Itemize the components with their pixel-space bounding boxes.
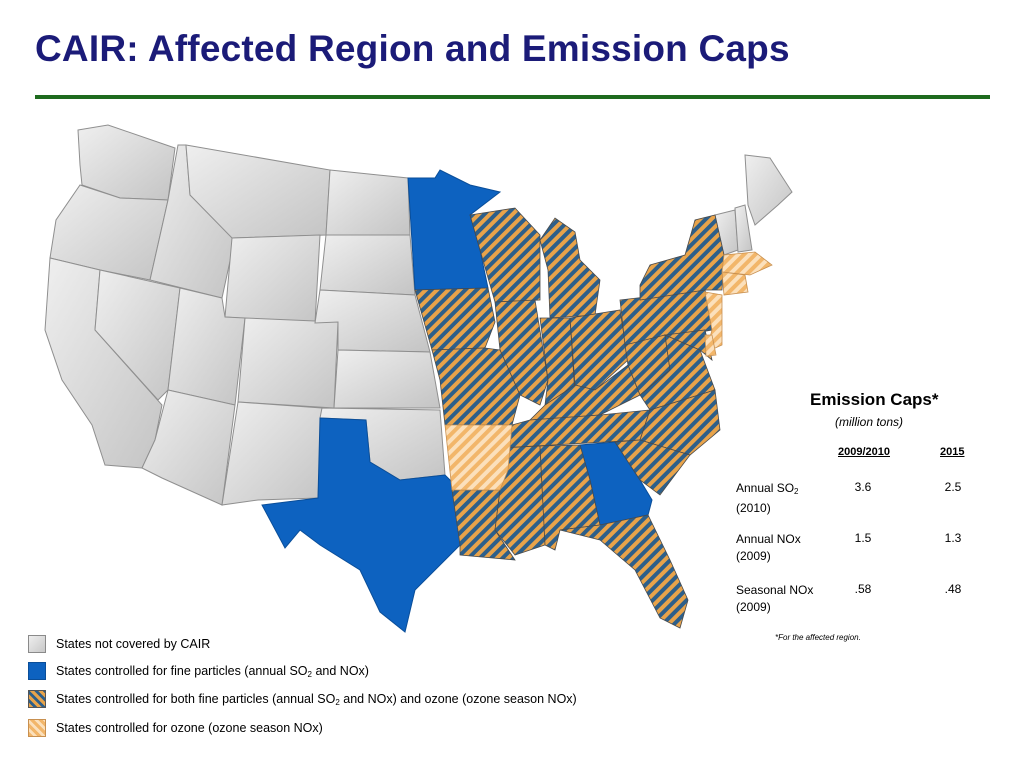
state-texas xyxy=(261,417,461,633)
legend-swatch-grey xyxy=(28,635,46,653)
legend-item-both: States controlled for both fine particle… xyxy=(28,689,577,709)
legend-item-fine-particles: States controlled for fine particles (an… xyxy=(28,661,369,681)
state-new-york xyxy=(639,214,725,301)
cell-so2-2009-2010: 3.6 xyxy=(854,480,872,494)
state-wyoming xyxy=(224,234,321,324)
legend-item-not-covered: States not covered by CAIR xyxy=(28,634,210,654)
state-florida xyxy=(559,514,689,629)
legend-label: States controlled for ozone (ozone seaso… xyxy=(56,721,323,735)
row-label-annual-nox: Annual NOx (2009) xyxy=(736,532,801,563)
legend-label: States controlled for fine particles (an… xyxy=(56,663,369,679)
state-maine xyxy=(744,154,793,226)
state-delaware xyxy=(704,334,717,357)
legend-swatch-striped-ozone xyxy=(28,719,46,737)
state-north-dakota xyxy=(325,169,411,236)
legend-item-ozone: States controlled for ozone (ozone seaso… xyxy=(28,718,323,738)
state-connecticut xyxy=(721,271,749,296)
state-new-mexico xyxy=(221,401,323,506)
emission-caps-subtitle: (million tons) xyxy=(835,415,904,429)
emission-caps-footnote: *For the affected region. xyxy=(775,633,861,642)
state-maryland xyxy=(663,329,713,362)
title-divider xyxy=(35,95,990,99)
legend-swatch-striped-both xyxy=(28,690,46,708)
column-header-2015: 2015 xyxy=(940,446,965,458)
column-header-2009-2010: 2009/2010 xyxy=(838,446,890,458)
state-kansas xyxy=(333,349,441,409)
cell-annual-nox-2015: 1.3 xyxy=(944,531,962,545)
state-michigan xyxy=(539,217,601,319)
cell-annual-nox-2009-2010: 1.5 xyxy=(854,531,872,545)
state-wisconsin xyxy=(469,207,541,303)
legend-label: States controlled for both fine particle… xyxy=(56,691,577,707)
state-arkansas xyxy=(444,424,513,491)
state-oregon xyxy=(49,184,169,281)
state-ohio xyxy=(569,309,629,391)
legend-swatch-blue xyxy=(28,662,46,680)
legend-label: States not covered by CAIR xyxy=(56,637,211,651)
state-south-dakota xyxy=(319,234,416,296)
row-label-seasonal-nox: Seasonal NOx (2009) xyxy=(736,583,814,614)
state-south-carolina xyxy=(614,439,691,496)
state-arizona xyxy=(141,389,236,506)
state-massachusetts xyxy=(721,251,773,276)
cell-seasonal-nox-2009-2010: .58 xyxy=(854,582,872,596)
state-missouri xyxy=(431,347,521,426)
cell-so2-2015: 2.5 xyxy=(944,480,962,494)
state-nevada xyxy=(94,269,181,401)
emission-caps-title: Emission Caps* xyxy=(810,390,939,409)
page-title: CAIR: Affected Region and Emission Caps xyxy=(35,28,790,69)
state-colorado xyxy=(237,317,339,409)
state-iowa xyxy=(414,287,496,351)
cell-seasonal-nox-2015: .48 xyxy=(944,582,962,596)
row-label-annual-so2: Annual SO2 (2010) xyxy=(736,481,799,515)
state-new-hampshire xyxy=(734,204,753,253)
state-north-carolina xyxy=(639,389,721,456)
